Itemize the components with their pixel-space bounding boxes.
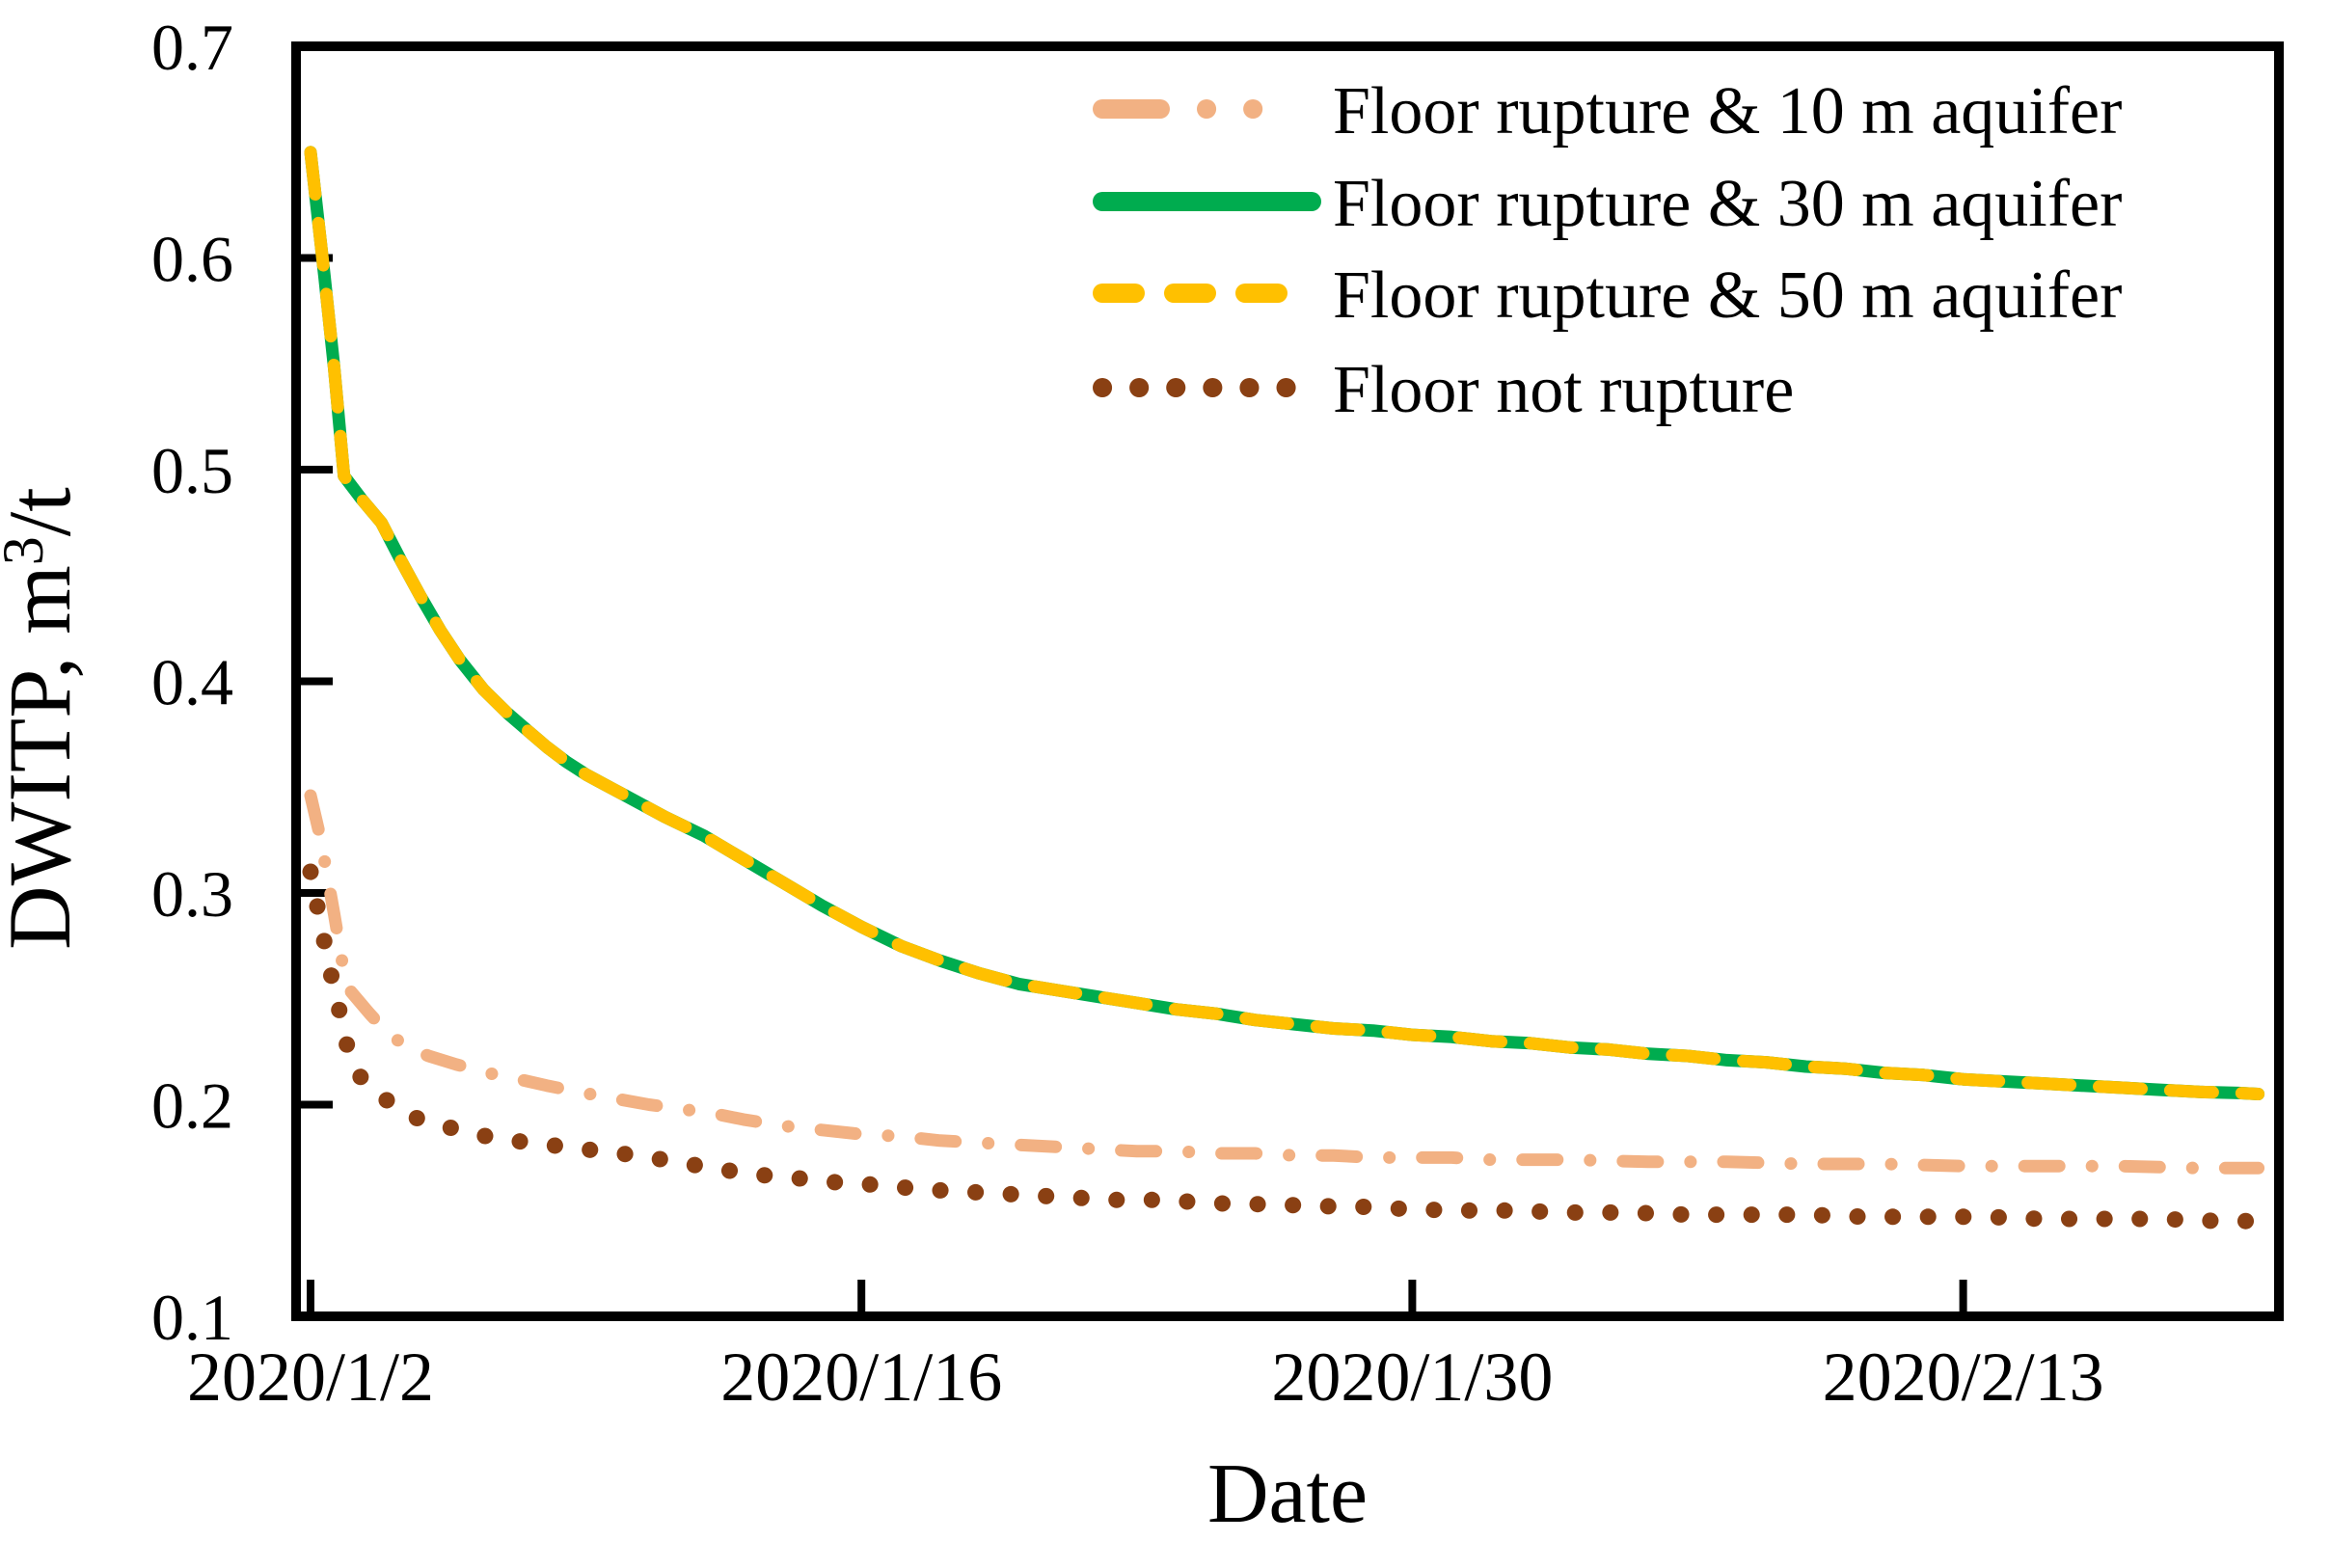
legend-label: Floor not rupture [1333, 353, 1794, 427]
y-tick-label: 0.3 [151, 857, 233, 931]
y-axis-title: DWITP, m3/t [0, 487, 89, 950]
legend: Floor rupture & 10 m aquifer Floor ruptu… [1093, 74, 2122, 427]
x-axis-title: Date [1207, 1447, 1368, 1541]
x-tick-label: 2020/1/30 [1271, 1338, 1553, 1416]
x-tick-label: 2020/1/2 [187, 1338, 434, 1416]
y-tick-label: 0.1 [151, 1281, 233, 1354]
y-tick-label: 0.7 [151, 11, 233, 84]
series-line-floor-not-rupture [302, 863, 2267, 1230]
legend-item-floor-rupture-30m: Floor rupture & 30 m aquifer [1093, 167, 2122, 241]
y-tick-label: 0.4 [151, 646, 233, 719]
x-tick-label: 2020/2/13 [1823, 1338, 2104, 1416]
x-axis-tick-labels: 2020/1/2 2020/1/16 2020/1/30 2020/2/13 [187, 1338, 2104, 1416]
y-tick-label: 0.2 [151, 1069, 233, 1143]
y-tick-label: 0.6 [151, 223, 233, 296]
x-tick-label: 2020/1/16 [720, 1338, 1002, 1416]
legend-item-floor-not-rupture: Floor not rupture [1093, 353, 1794, 427]
series-line-floor-rupture-50m-aquifer [304, 146, 2265, 1100]
y-tick-label: 0.5 [151, 434, 233, 507]
y-axis-tick-labels: 0.7 0.6 0.5 0.4 0.3 0.2 0.1 [151, 11, 233, 1354]
legend-label: Floor rupture & 30 m aquifer [1333, 167, 2122, 241]
legend-item-floor-rupture-50m: Floor rupture & 50 m aquifer [1093, 258, 2122, 333]
legend-item-floor-rupture-10m: Floor rupture & 10 m aquifer [1093, 74, 2122, 149]
legend-label: Floor rupture & 50 m aquifer [1333, 258, 2122, 333]
legend-label: Floor rupture & 10 m aquifer [1333, 74, 2122, 149]
series-line-floor-rupture-10m-aquifer [304, 789, 2265, 1175]
series-lines [302, 146, 2267, 1230]
